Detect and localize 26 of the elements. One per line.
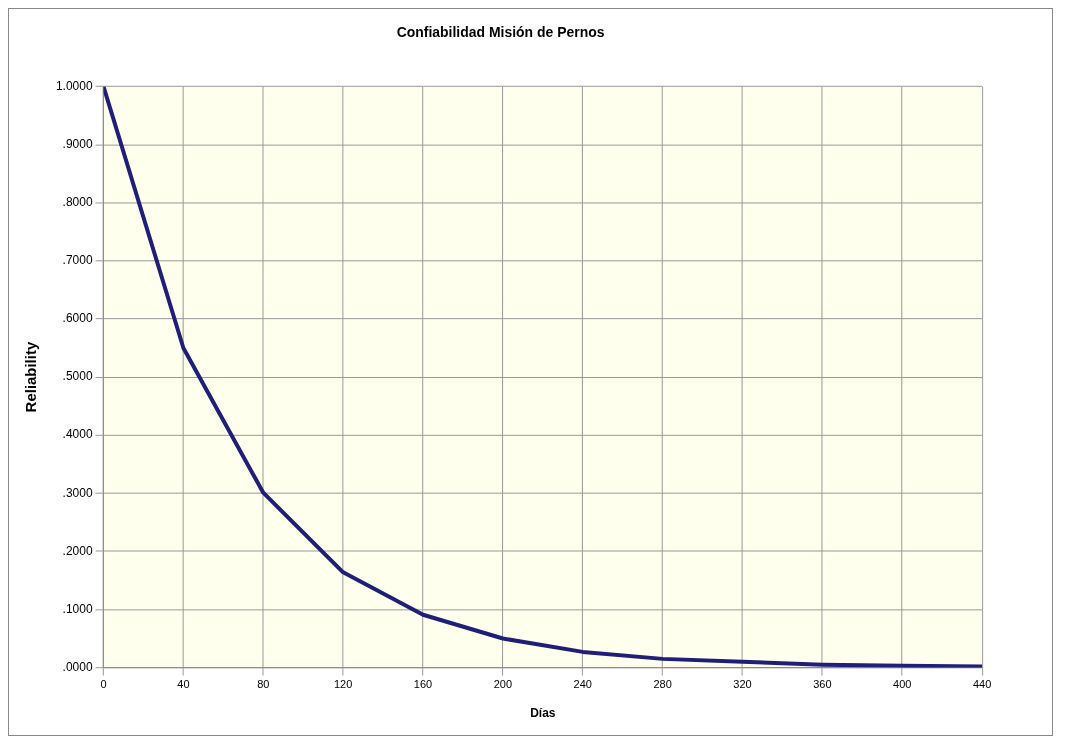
y-tick-label: .1000 [62, 601, 93, 616]
y-tick-label: .9000 [62, 136, 93, 151]
chart-title: Confiabilidad Misión de Pernos [396, 24, 605, 41]
y-tick-label: .0000 [62, 659, 93, 674]
y-tick-label: .5000 [62, 369, 93, 384]
y-tick-label: .2000 [62, 543, 93, 558]
y-tick-label: .8000 [62, 195, 93, 210]
x-tick-label: 240 [573, 678, 592, 691]
y-tick-label: .4000 [62, 427, 93, 442]
y-axis-title: Reliability [22, 341, 40, 413]
y-tick-label: .7000 [62, 253, 93, 268]
x-tick-label: 320 [733, 678, 752, 691]
x-tick-label: 160 [413, 678, 433, 691]
x-tick-label: 360 [813, 678, 832, 691]
x-axis-title: Días [530, 706, 556, 721]
x-tick-label: 120 [333, 678, 353, 691]
x-tick-label: 280 [653, 678, 672, 691]
x-tick-label: 440 [972, 678, 992, 691]
x-tick-label: 400 [893, 678, 912, 691]
x-tick-label: 40 [177, 678, 190, 691]
x-tick-label: 80 [257, 678, 270, 691]
x-tick-label: 200 [493, 678, 513, 691]
x-tick-label: 0 [100, 678, 107, 691]
y-tick-label: .3000 [62, 485, 93, 500]
y-tick-label: .6000 [62, 311, 93, 326]
y-tick-label: 1.0000 [55, 78, 93, 93]
